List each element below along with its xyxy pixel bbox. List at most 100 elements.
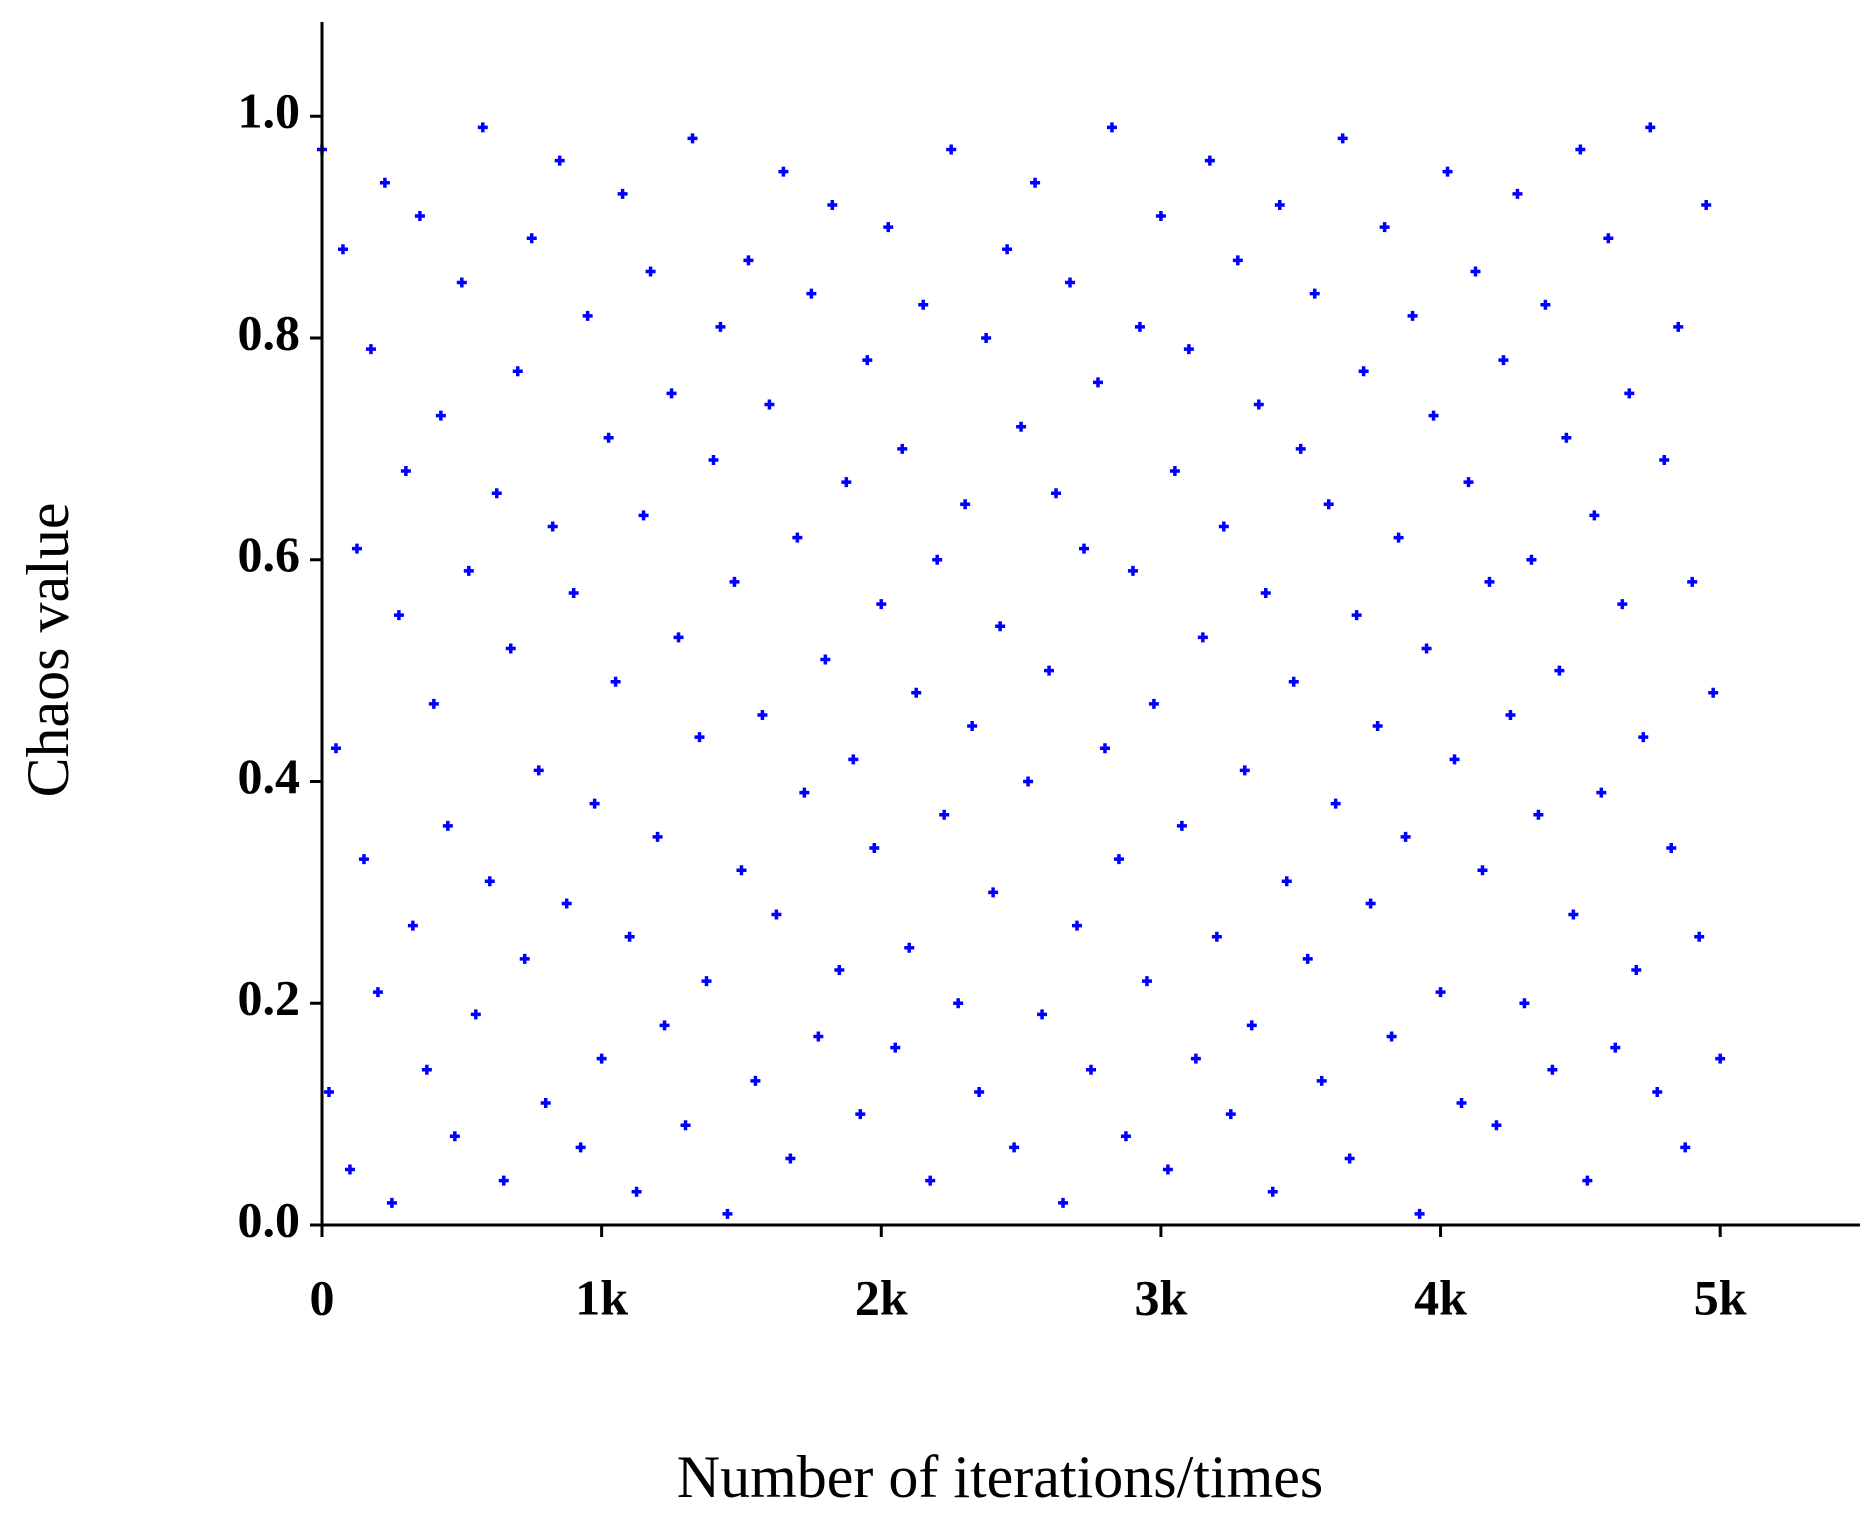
point xyxy=(1568,909,1579,920)
point xyxy=(1659,454,1670,465)
point xyxy=(372,987,383,998)
point xyxy=(827,199,838,210)
point xyxy=(981,332,992,343)
point xyxy=(1673,321,1684,332)
point xyxy=(722,1208,733,1219)
point xyxy=(1638,732,1649,743)
point xyxy=(442,820,453,831)
point xyxy=(624,931,635,942)
y-axis-title: Chaos value xyxy=(15,503,81,798)
point xyxy=(1414,1208,1425,1219)
point xyxy=(1694,931,1705,942)
point xyxy=(883,222,894,233)
point xyxy=(414,211,425,222)
point xyxy=(1302,953,1313,964)
y-tick-label: 1.0 xyxy=(238,83,301,139)
point xyxy=(1540,299,1551,310)
point xyxy=(1155,211,1166,222)
point xyxy=(1197,632,1208,643)
point xyxy=(1225,1109,1236,1120)
point xyxy=(1428,410,1439,421)
point xyxy=(1246,1020,1257,1031)
point xyxy=(1358,366,1369,377)
point xyxy=(1281,876,1292,887)
point xyxy=(1372,721,1383,732)
point xyxy=(1589,510,1600,521)
point xyxy=(1295,443,1306,454)
point xyxy=(1512,188,1523,199)
point xyxy=(1183,344,1194,355)
point xyxy=(330,743,341,754)
x-tick-label: 2k xyxy=(855,1269,908,1325)
point xyxy=(708,454,719,465)
point xyxy=(1330,798,1341,809)
point xyxy=(533,765,544,776)
y-tick-label: 0.8 xyxy=(238,304,301,360)
point xyxy=(1099,743,1110,754)
point xyxy=(1680,1142,1691,1153)
point xyxy=(1666,843,1677,854)
point xyxy=(1456,1098,1467,1109)
point xyxy=(491,488,502,499)
point xyxy=(757,709,768,720)
point xyxy=(869,843,880,854)
point xyxy=(974,1086,985,1097)
point xyxy=(1211,931,1222,942)
point xyxy=(1141,976,1152,987)
x-tick-label: 0 xyxy=(310,1269,335,1325)
point xyxy=(1176,820,1187,831)
point xyxy=(351,543,362,554)
point xyxy=(400,466,411,477)
point xyxy=(1365,898,1376,909)
point xyxy=(771,909,782,920)
point xyxy=(463,565,474,576)
point xyxy=(1051,488,1062,499)
point xyxy=(1106,122,1117,133)
point xyxy=(1631,964,1642,975)
point xyxy=(1127,565,1138,576)
point xyxy=(393,610,404,621)
point xyxy=(680,1120,691,1131)
point xyxy=(1610,1042,1621,1053)
point xyxy=(617,188,628,199)
point xyxy=(1547,1064,1558,1075)
point xyxy=(946,144,957,155)
point xyxy=(834,964,845,975)
point xyxy=(764,399,775,410)
point xyxy=(743,255,754,266)
point xyxy=(1288,676,1299,687)
x-axis-title: Number of iterations/times xyxy=(677,1444,1324,1510)
point xyxy=(1316,1075,1327,1086)
point xyxy=(1708,687,1719,698)
point xyxy=(1002,244,1013,255)
point xyxy=(456,277,467,288)
point xyxy=(1393,532,1404,543)
point xyxy=(862,355,873,366)
point xyxy=(554,155,565,166)
point xyxy=(1351,610,1362,621)
point xyxy=(575,1142,586,1153)
point xyxy=(1554,665,1565,676)
y-tick-label: 0.0 xyxy=(238,1191,301,1247)
point xyxy=(589,798,600,809)
point xyxy=(911,687,922,698)
point xyxy=(358,854,369,865)
point xyxy=(337,244,348,255)
point xyxy=(498,1175,509,1186)
point xyxy=(379,177,390,188)
point xyxy=(897,443,908,454)
point xyxy=(323,1086,334,1097)
point xyxy=(638,510,649,521)
point xyxy=(1575,144,1586,155)
point xyxy=(1037,1009,1048,1020)
point xyxy=(1498,355,1509,366)
point xyxy=(1079,543,1090,554)
point xyxy=(512,366,523,377)
point xyxy=(1505,709,1516,720)
point xyxy=(610,676,621,687)
point xyxy=(1344,1153,1355,1164)
point xyxy=(820,654,831,665)
point xyxy=(960,499,971,510)
